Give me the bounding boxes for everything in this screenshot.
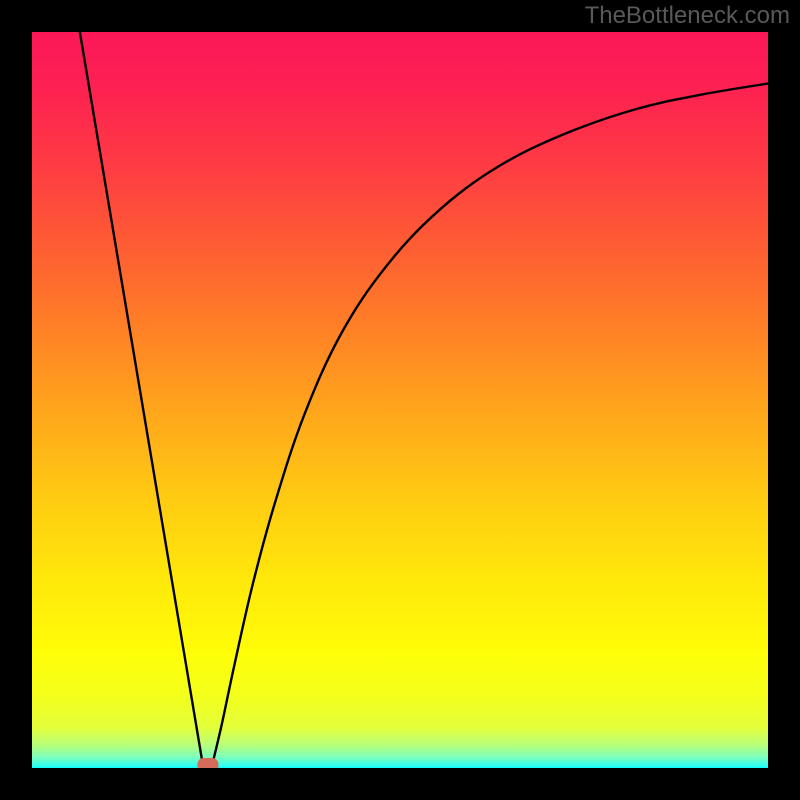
chart-container: TheBottleneck.com: [0, 0, 800, 800]
chart-svg: [0, 0, 800, 800]
watermark-text: TheBottleneck.com: [585, 2, 790, 30]
